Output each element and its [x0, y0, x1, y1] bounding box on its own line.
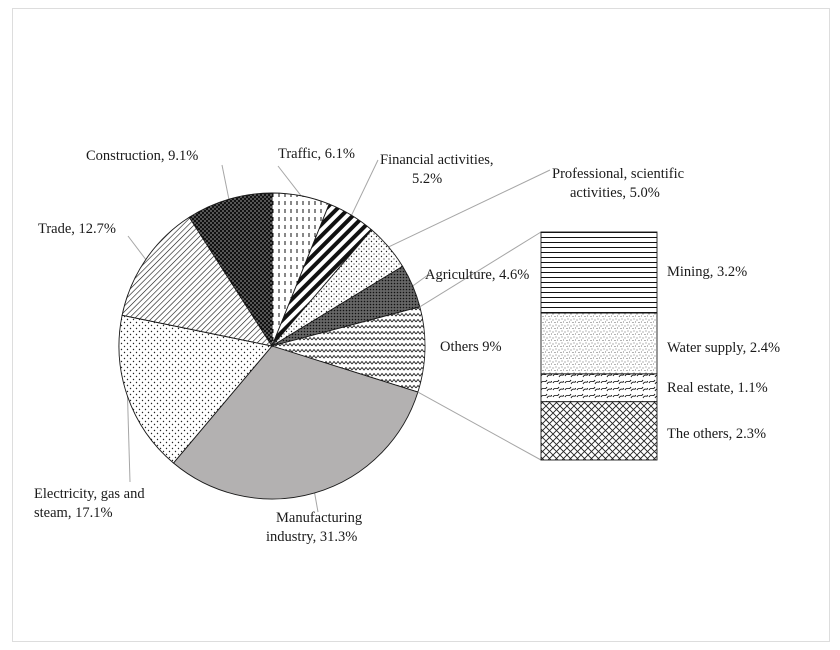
leader-line	[388, 169, 551, 248]
leader-lines	[127, 159, 551, 513]
bar-segment-mining	[540, 231, 658, 314]
chart-frame	[12, 8, 830, 642]
label-real-estate: Real estate, 1.1%	[667, 380, 768, 396]
label-mining: Mining, 3.2%	[667, 264, 747, 280]
label-water-supply: Water supply, 2.4%	[667, 340, 780, 356]
leader-line	[351, 159, 379, 216]
leader-line	[277, 165, 302, 197]
pie-slice-trade	[121, 216, 273, 347]
pie-slice-electricity	[118, 314, 273, 464]
label-manufacturing: Manufacturing industry, 31.3%	[266, 510, 362, 545]
leader-line	[314, 492, 319, 513]
label-electricity: Electricity, gas and steam, 17.1%	[34, 486, 145, 521]
leader-line	[412, 271, 433, 287]
label-others: Others 9%	[440, 339, 502, 355]
label-financial: Financial activities, 5.2%	[380, 152, 494, 187]
label-traffic: Traffic, 6.1%	[278, 146, 355, 162]
pie-slice-manufacturing-industry	[172, 345, 419, 500]
connector-bottom	[417, 391, 542, 461]
breakdown-bar	[540, 231, 658, 461]
bar-segment-real-estate	[540, 373, 658, 403]
pie-slices	[118, 192, 426, 500]
bar-segment-the-others	[540, 401, 658, 461]
label-trade: Trade, 12.7%	[38, 221, 116, 237]
bar-segment-water-supply	[540, 312, 658, 375]
label-agriculture: Agriculture, 4.6%	[425, 267, 529, 283]
leader-line	[127, 396, 131, 483]
label-the-others: The others, 2.3%	[667, 426, 766, 442]
connector-top	[419, 231, 542, 308]
pie-to-bar-connectors	[417, 231, 542, 461]
leader-line	[221, 164, 230, 200]
pie-slice-construction	[188, 192, 273, 348]
leader-line	[127, 235, 147, 260]
label-construction: Construction, 9.1%	[86, 148, 198, 164]
pie-slice-others	[270, 306, 426, 393]
label-professional: Professional, scientific activities, 5.0%	[552, 166, 684, 201]
